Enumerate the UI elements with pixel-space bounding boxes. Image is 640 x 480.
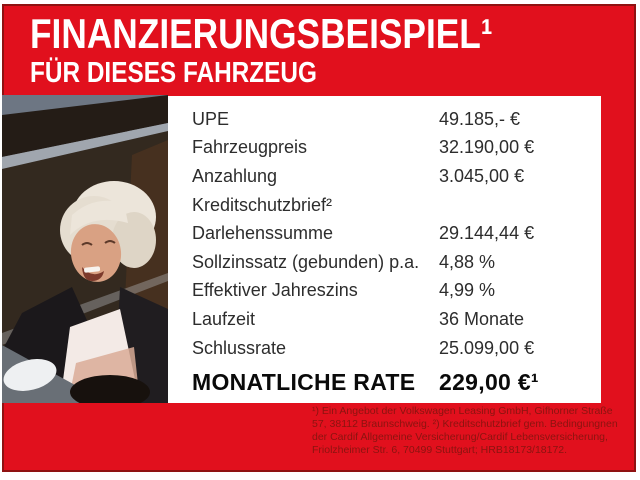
- row-value: 32.190,00 €: [439, 137, 535, 158]
- table-row: Laufzeit 36 Monate: [192, 305, 595, 334]
- table-row: Anzahlung 3.045,00 €: [192, 162, 595, 191]
- page-title: FINANZIERUNGSBEISPIEL¹: [30, 10, 493, 57]
- row-label: Schlussrate: [192, 337, 287, 358]
- header: FINANZIERUNGSBEISPIEL¹ FÜR DIESES FAHRZE…: [30, 10, 581, 88]
- monthly-rate-label: MONATLICHE RATE: [192, 368, 416, 395]
- table-row: Sollzinssatz (gebunden) p.a. 4,88 %: [192, 248, 595, 277]
- row-value: 29.144,44 €: [439, 223, 535, 244]
- woman-in-car-photo-illustration: [2, 95, 168, 403]
- table-row: Effektiver Jahreszins 4,99 %: [192, 277, 595, 306]
- row-value: 25.099,00 €: [439, 337, 535, 358]
- row-value: 3.045,00 €: [439, 165, 525, 186]
- car-photo: [2, 95, 168, 403]
- page-subtitle: FÜR DIESES FAHRZEUG: [30, 57, 317, 89]
- monthly-rate-value: 229,00 €¹: [439, 368, 539, 395]
- row-label: Effektiver Jahreszins: [192, 280, 358, 301]
- table-row: UPE 49.185,- €: [192, 105, 595, 134]
- finance-table: UPE 49.185,- € Fahrzeugpreis 32.190,00 €…: [168, 96, 601, 403]
- monthly-rate-row: MONATLICHE RATE 229,00 €¹: [192, 364, 595, 400]
- table-row: Kreditschutzbrief²: [192, 191, 595, 220]
- row-label: Anzahlung: [192, 165, 278, 186]
- row-label: UPE: [192, 108, 230, 129]
- row-label: Laufzeit: [192, 308, 256, 329]
- row-value: 49.185,- €: [439, 108, 521, 129]
- row-value: 4,99 %: [439, 280, 496, 301]
- row-label: Fahrzeugpreis: [192, 137, 308, 158]
- legal-footnote: ¹) Ein Angebot der Volkswagen Leasing Gm…: [312, 405, 618, 456]
- table-row: Schlussrate 25.099,00 €: [192, 334, 595, 363]
- table-row: Darlehenssumme 29.144,44 €: [192, 219, 595, 248]
- row-label: Kreditschutzbrief²: [192, 194, 333, 215]
- row-label: Darlehenssumme: [192, 223, 334, 244]
- row-label: Sollzinssatz (gebunden) p.a.: [192, 251, 420, 272]
- table-row: Fahrzeugpreis 32.190,00 €: [192, 134, 595, 163]
- row-value: 4,88 %: [439, 251, 496, 272]
- row-value: 36 Monate: [439, 308, 525, 329]
